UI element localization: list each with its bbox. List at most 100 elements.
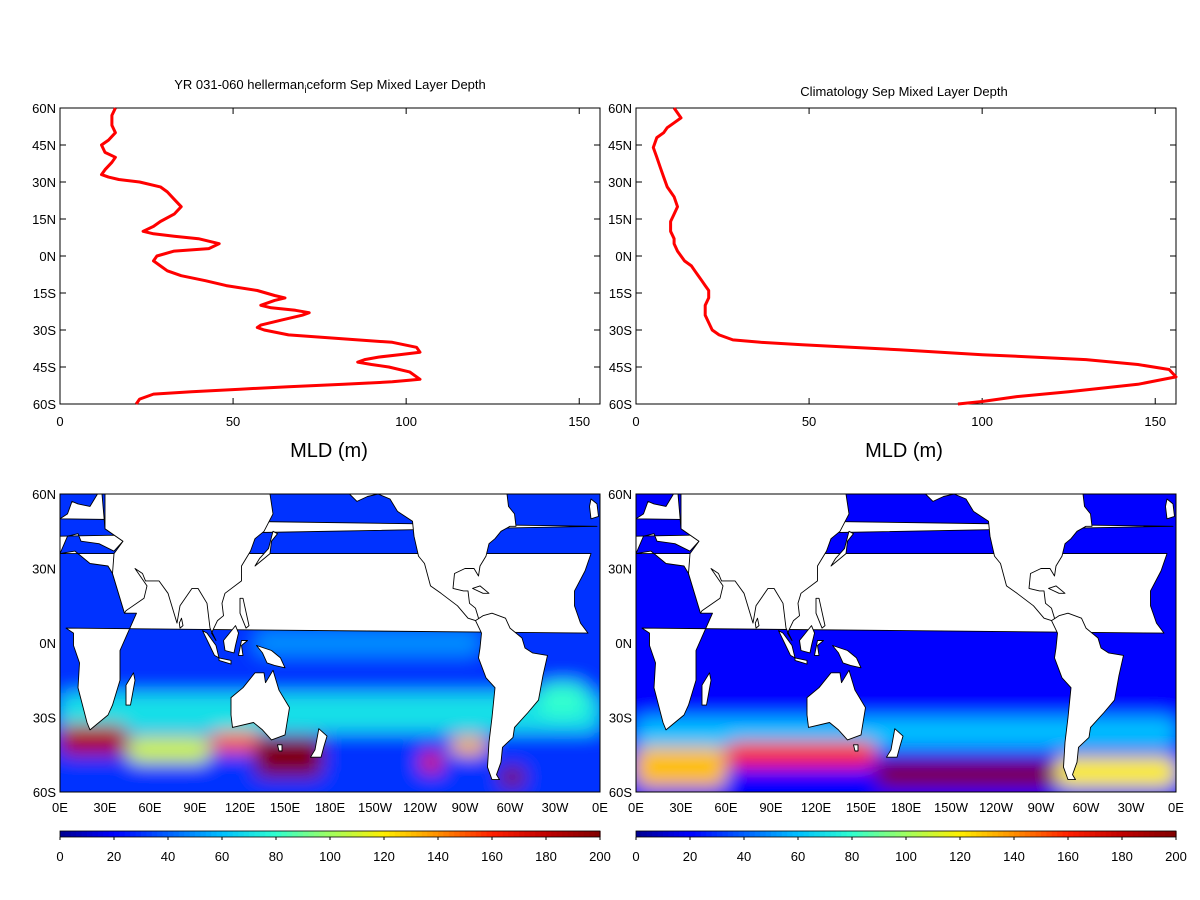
colorbar-segment [367, 831, 374, 837]
lon-tick-label: 120W [403, 800, 438, 815]
colorbar-segment [835, 831, 842, 837]
land-new-zealand [310, 728, 328, 758]
colorbar-segment [792, 831, 799, 837]
colorbar-segment [335, 831, 342, 837]
land-sulawesi [238, 640, 248, 656]
land-britain [1165, 498, 1175, 520]
lat-tick-label: 30N [608, 562, 632, 577]
lon-tick-label: 90E [183, 800, 206, 815]
colorbar-tick-label: 40 [737, 849, 751, 864]
lon-tick-label: 60E [714, 800, 737, 815]
mld-heatmap [554, 484, 1176, 792]
lon-tick-label: 30W [542, 800, 569, 815]
land-iceland [566, 484, 580, 493]
colorbar-segment [76, 831, 83, 837]
map-frame [59, 493, 601, 793]
colorbar-segment [443, 831, 450, 837]
lon-tick-label: 120W [979, 800, 1014, 815]
y-tick-label: 60S [33, 397, 56, 412]
lon-tick-label: 30E [669, 800, 692, 815]
colorbar-segment [754, 831, 761, 837]
colorbar-segment [108, 831, 115, 837]
colorbar-segment [389, 831, 396, 837]
colorbar-segment [427, 831, 434, 837]
colorbar-segment [706, 831, 713, 837]
lon-tick-label: 120E [801, 800, 832, 815]
colorbar-tick-label: 160 [1057, 849, 1079, 864]
colorbar-segment [636, 831, 642, 837]
colorbar-segment [292, 831, 299, 837]
land-greenland [554, 489, 577, 494]
lon-tick-label: 150E [270, 800, 301, 815]
colorbar-segment [535, 831, 542, 837]
y-tick-label: 15S [609, 286, 632, 301]
colorbar-segment [432, 831, 439, 837]
colorbar-segment [1170, 831, 1177, 837]
colorbar-segment [362, 831, 369, 837]
land-iceland [1142, 484, 1156, 493]
colorbar-segment [384, 831, 390, 837]
colorbar-segment [578, 831, 585, 837]
land-north-america [349, 494, 517, 624]
y-tick-label: 60S [609, 397, 632, 412]
colorbar-segment [700, 831, 707, 837]
lat-tick-label: 60N [32, 487, 56, 502]
map-frame [635, 493, 1177, 793]
land-asia [104, 494, 274, 641]
colorbar-segment [868, 831, 875, 837]
panel-title-model: YR 031-060 hellermaniceform Sep Mixed La… [174, 77, 486, 96]
colorbar-tick-label: 180 [1111, 849, 1133, 864]
colorbar-segment [238, 831, 245, 837]
colorbar-segment [927, 831, 934, 837]
lat-tick-label: 0N [39, 636, 56, 651]
x-tick-label: 0 [56, 414, 63, 429]
lat-tick-label: 0N [615, 636, 632, 651]
colorbar-segment [846, 831, 853, 837]
colorbar-segment [646, 831, 653, 837]
colorbar-segment [497, 831, 504, 837]
colorbar-tick-label: 80 [269, 849, 283, 864]
colorbar-segment [405, 831, 412, 837]
colorbar-segment [524, 831, 531, 837]
colorbar-segment [573, 831, 579, 837]
colorbar-segment [151, 831, 158, 837]
colorbar-segment [825, 831, 831, 837]
colorbar-segment [981, 831, 988, 837]
colorbar-segment [195, 831, 201, 837]
colorbar-segment [448, 831, 455, 837]
colorbar-segment [357, 831, 363, 837]
colorbar-segment [173, 831, 180, 837]
colorbar-segment [567, 831, 574, 837]
colorbar-segment [168, 831, 174, 837]
colorbar-segment [400, 831, 407, 837]
colorbar-segment [819, 831, 826, 837]
colorbar-segment [421, 831, 428, 837]
colorbar-segment [1041, 831, 1047, 837]
colorbar-segment [1068, 831, 1074, 837]
colorbar-segment [65, 831, 72, 837]
x-tick-label: 50 [802, 414, 816, 429]
colorbar-segment [502, 831, 509, 837]
colorbar-segment [663, 831, 669, 837]
colorbar-segment [798, 831, 804, 837]
lat-tick-label: 30S [609, 711, 632, 726]
lon-tick-label: 30E [93, 800, 116, 815]
colorbar-segment [884, 831, 891, 837]
colorbar-segment [679, 831, 686, 837]
plot-frame [59, 107, 601, 405]
lon-tick-labels: 0E 30E 60E 90E 120E 150E 180E 150W 120W 90W 60W 30W… [628, 800, 1184, 815]
colorbar-segment [1105, 831, 1112, 837]
colorbar-segment [286, 831, 293, 837]
land-asia [680, 494, 850, 641]
colorbar-segment [178, 831, 185, 837]
colorbar-segment [781, 831, 788, 837]
colorbar-segment [1095, 831, 1101, 837]
colorbar-tick-label: 100 [319, 849, 341, 864]
colorbar-segment [130, 831, 137, 837]
colorbar-segment [529, 831, 536, 837]
colorbar-tick-label: 0 [56, 849, 63, 864]
colorbar-segment [938, 831, 945, 837]
colorbar-segment [1159, 831, 1166, 837]
lon-tick-label: 60W [497, 800, 524, 815]
